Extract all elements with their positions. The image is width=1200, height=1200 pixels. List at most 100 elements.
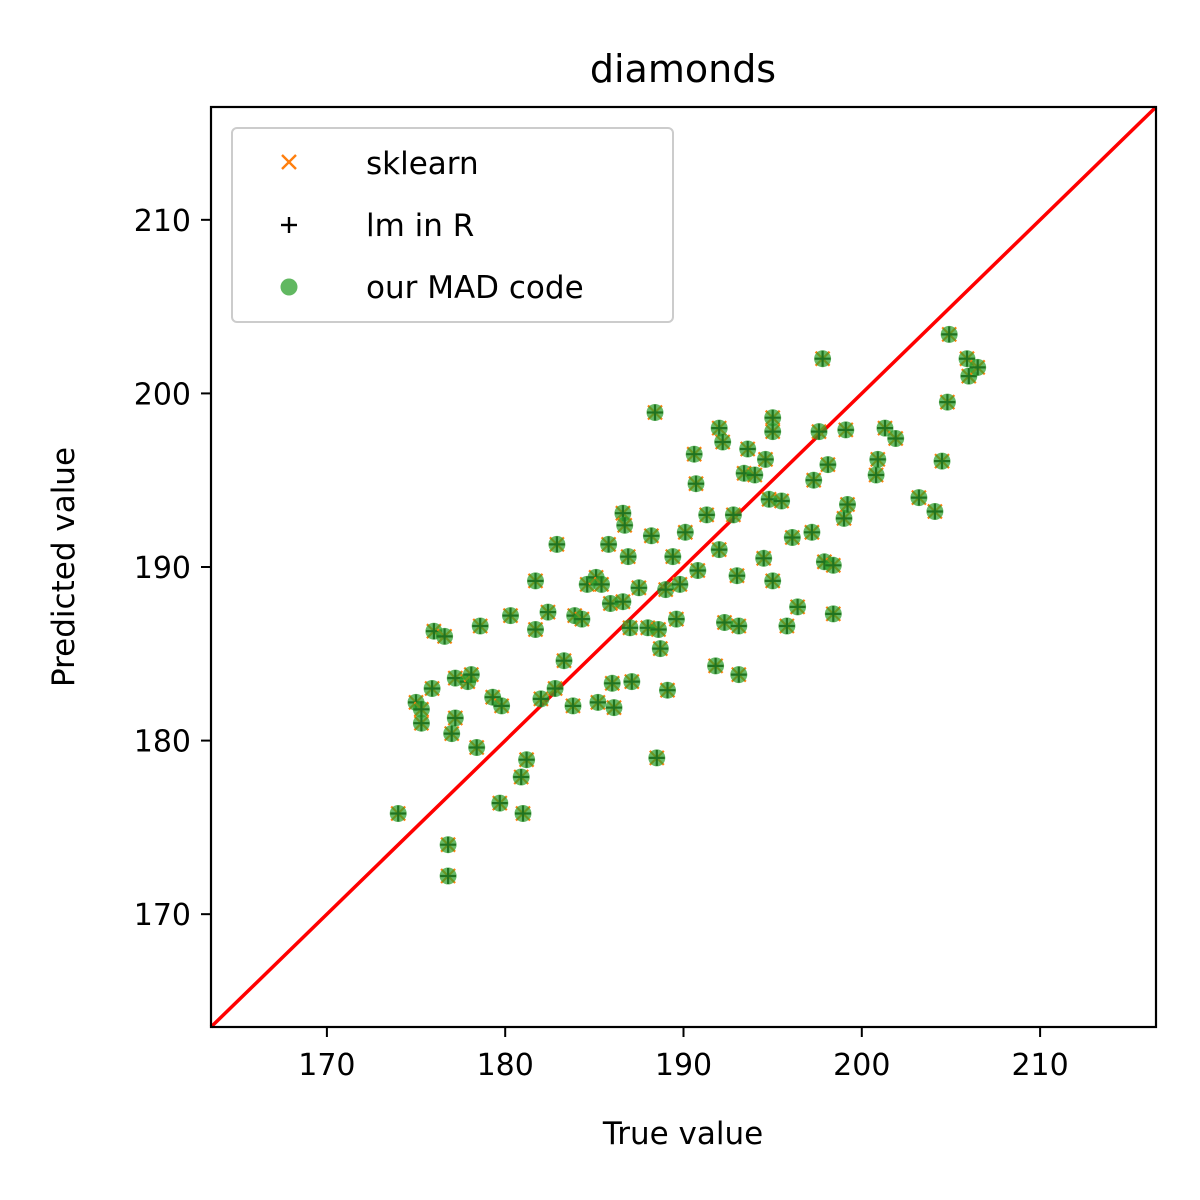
mad-marker — [724, 506, 742, 524]
x-tick-label: 180 — [477, 1048, 534, 1083]
data-point — [546, 680, 564, 697]
data-point — [412, 700, 430, 718]
mad-marker — [938, 393, 956, 411]
data-point — [573, 610, 591, 628]
data-point — [621, 619, 639, 637]
y-tick-label: 190 — [134, 551, 191, 586]
data-point — [651, 640, 669, 658]
mad-marker — [573, 610, 591, 628]
mad-marker — [462, 666, 480, 684]
mad-marker — [789, 598, 807, 616]
mad-marker — [532, 690, 550, 708]
data-point — [389, 805, 407, 822]
mad-marker — [412, 714, 430, 732]
data-point — [518, 751, 536, 769]
mad-marker — [698, 506, 716, 524]
data-point — [824, 605, 842, 623]
x-tick-label: 170 — [298, 1048, 355, 1083]
data-point — [969, 358, 987, 376]
mad-marker — [764, 423, 782, 441]
data-point — [616, 516, 634, 534]
mad-marker — [621, 619, 639, 637]
y-tick-label: 210 — [134, 204, 191, 239]
mad-marker — [548, 535, 566, 553]
mad-marker — [710, 541, 728, 559]
data-point — [600, 535, 618, 553]
mad-marker — [687, 475, 705, 493]
mad-marker — [623, 673, 641, 691]
data-point — [824, 556, 842, 574]
mad-marker — [630, 579, 648, 597]
mad-marker — [824, 605, 842, 623]
data-point — [650, 621, 667, 638]
data-point — [707, 657, 725, 675]
mad-marker — [493, 697, 511, 715]
data-point — [623, 673, 641, 691]
mad-marker — [764, 572, 782, 590]
mad-marker — [839, 496, 856, 513]
data-point — [835, 509, 853, 527]
data-point — [671, 575, 689, 593]
mad-marker — [730, 617, 748, 635]
data-point — [512, 768, 530, 786]
mad-marker — [659, 681, 676, 699]
legend-entry-sklearn: sklearn — [281, 146, 479, 182]
x-axis-label: True value — [602, 1116, 763, 1152]
mad-marker — [755, 549, 773, 567]
mad-marker — [642, 527, 660, 545]
mad-marker — [468, 739, 486, 756]
mad-marker — [805, 471, 823, 489]
data-point — [439, 867, 457, 885]
chart-title: diamonds — [590, 47, 776, 91]
mad-marker — [651, 640, 669, 658]
data-point — [887, 430, 905, 447]
data-point — [646, 404, 664, 421]
data-point — [757, 450, 774, 468]
mad-marker — [689, 562, 707, 579]
mad-marker — [593, 575, 610, 593]
data-point — [423, 680, 441, 697]
x-axis-ticks: 170 180 190 200 210 — [298, 1027, 1069, 1083]
identity-reference-line — [209, 105, 1158, 1029]
data-point — [805, 471, 823, 489]
mad-marker — [685, 445, 703, 463]
data-point — [527, 621, 544, 638]
legend-label-sklearn: sklearn — [366, 146, 479, 182]
mad-marker — [619, 548, 637, 566]
y-tick-label: 170 — [134, 898, 191, 933]
mad-marker — [760, 490, 778, 508]
data-point — [462, 666, 480, 684]
data-point — [778, 617, 796, 635]
mad-marker — [667, 610, 685, 628]
data-points — [389, 325, 987, 885]
mad-marker — [539, 603, 557, 621]
mad-marker — [512, 768, 530, 786]
data-point — [814, 350, 832, 368]
data-point — [755, 549, 773, 567]
data-point — [810, 423, 828, 441]
mad-marker — [887, 430, 905, 447]
data-point — [443, 725, 461, 743]
legend-marker-x-icon — [281, 154, 297, 170]
mad-marker — [803, 523, 821, 541]
data-point — [940, 325, 958, 343]
data-point — [412, 714, 430, 732]
mad-marker — [616, 516, 634, 534]
data-point — [555, 652, 573, 670]
data-point — [689, 562, 707, 579]
data-point — [698, 506, 716, 524]
data-point — [714, 433, 732, 451]
y-tick-label: 200 — [134, 377, 191, 412]
mad-marker — [603, 674, 621, 692]
data-point — [789, 598, 807, 616]
data-point — [764, 572, 782, 590]
data-point — [527, 572, 544, 590]
mad-marker — [502, 607, 519, 625]
mad-marker — [439, 867, 457, 885]
mad-marker — [710, 419, 728, 437]
mad-marker — [926, 503, 944, 520]
mad-marker — [589, 693, 607, 711]
data-point — [630, 579, 648, 597]
mad-marker — [824, 556, 842, 574]
